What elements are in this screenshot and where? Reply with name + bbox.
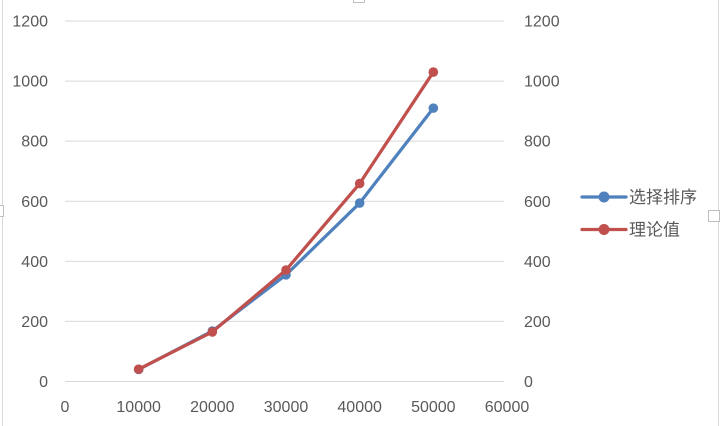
- x-axis-tick-label: 40000: [337, 399, 382, 416]
- y-axis-right-tick-label: 1000: [524, 74, 560, 91]
- series-line-1[interactable]: [137, 106, 435, 372]
- y-axis-left-tick-label: 0: [39, 374, 48, 391]
- y-axis-right-tick-label: 0: [524, 374, 533, 391]
- x-axis-tick-label: 30000: [264, 399, 309, 416]
- y-axis-left-tick-label: 1200: [12, 14, 48, 31]
- x-axis-tick-label: 10000: [116, 399, 161, 416]
- y-axis-right-tick-label: 200: [524, 314, 551, 331]
- series-marker-2[interactable]: [281, 265, 291, 275]
- series-marker-1[interactable]: [354, 198, 365, 208]
- series-marker-2[interactable]: [207, 327, 218, 337]
- legend-marker-sample[interactable]: [598, 224, 610, 235]
- series-line-2[interactable]: [137, 70, 435, 371]
- y-axis-right-tick-label: 1200: [524, 14, 560, 31]
- chart-resize-handle-top[interactable]: [353, 0, 365, 3]
- y-axis-left-tick-label: 400: [21, 254, 48, 271]
- chart-resize-handle-left[interactable]: [0, 205, 4, 217]
- series-marker-2[interactable]: [354, 178, 365, 189]
- series-marker-1[interactable]: [428, 103, 439, 113]
- chart-resize-handle-right[interactable]: [708, 210, 720, 222]
- legend-marker-sample[interactable]: [598, 191, 610, 203]
- y-axis-right-tick-label: 800: [524, 134, 551, 151]
- legend-label[interactable]: 理论值: [629, 221, 680, 240]
- x-axis-tick-label: 20000: [190, 399, 235, 416]
- x-axis-tick-label: 0: [61, 399, 70, 416]
- y-axis-right-tick-label: 600: [524, 194, 551, 211]
- series-marker-2[interactable]: [133, 364, 144, 374]
- x-axis-tick-label: 60000: [485, 399, 530, 416]
- y-axis-left-tick-label: 1000: [12, 74, 48, 91]
- x-axis-tick-label: 50000: [411, 399, 456, 416]
- legend-label[interactable]: 选择排序: [629, 188, 697, 207]
- y-axis-right-tick-label: 400: [524, 254, 551, 271]
- series-marker-2[interactable]: [428, 67, 439, 77]
- y-axis-left-tick-label: 600: [21, 194, 48, 211]
- y-axis-left-tick-label: 200: [21, 314, 48, 331]
- y-axis-left-tick-label: 800: [21, 134, 48, 151]
